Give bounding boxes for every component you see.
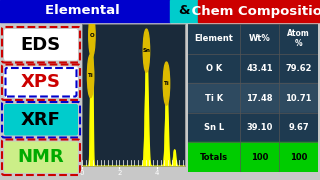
- Text: 43.41: 43.41: [246, 64, 273, 73]
- Bar: [198, 0, 320, 22]
- Text: 17.48: 17.48: [246, 93, 273, 102]
- Bar: [188, 113, 318, 142]
- Circle shape: [87, 54, 94, 98]
- Text: Ti: Ti: [88, 73, 93, 78]
- Bar: [0, 22, 320, 180]
- Text: Element: Element: [195, 34, 233, 43]
- Text: Elemental: Elemental: [45, 4, 125, 17]
- Text: &: &: [178, 4, 190, 17]
- Text: O: O: [90, 33, 94, 38]
- Text: XPS: XPS: [21, 73, 61, 91]
- Bar: [188, 83, 318, 113]
- Text: Atom
%: Atom %: [287, 29, 310, 48]
- Text: Ti K: Ti K: [205, 93, 223, 102]
- Bar: [188, 142, 318, 172]
- Text: O K: O K: [206, 64, 222, 73]
- Text: NMR: NMR: [18, 148, 64, 166]
- Text: Sn: Sn: [142, 48, 150, 53]
- Circle shape: [89, 14, 95, 57]
- Bar: [0, 0, 170, 22]
- Text: XRF: XRF: [21, 111, 61, 129]
- Text: 10.71: 10.71: [285, 93, 312, 102]
- FancyBboxPatch shape: [4, 141, 78, 173]
- Text: EDS: EDS: [21, 36, 61, 54]
- Text: Wt%: Wt%: [249, 34, 270, 43]
- Text: Totals: Totals: [200, 153, 228, 162]
- Text: Chem Composition: Chem Composition: [187, 4, 320, 17]
- Text: 9.67: 9.67: [288, 123, 309, 132]
- Bar: [170, 0, 198, 22]
- Text: 100: 100: [290, 153, 307, 162]
- Text: Ti: Ti: [164, 81, 169, 86]
- Circle shape: [163, 62, 170, 105]
- Circle shape: [143, 29, 150, 72]
- FancyBboxPatch shape: [4, 66, 78, 98]
- Text: Sn L: Sn L: [204, 123, 224, 132]
- Text: 100: 100: [251, 153, 268, 162]
- Bar: [188, 54, 318, 83]
- Text: 39.10: 39.10: [246, 123, 273, 132]
- FancyBboxPatch shape: [4, 29, 78, 60]
- Text: 79.62: 79.62: [285, 64, 312, 73]
- Bar: [188, 24, 318, 54]
- FancyBboxPatch shape: [4, 104, 78, 136]
